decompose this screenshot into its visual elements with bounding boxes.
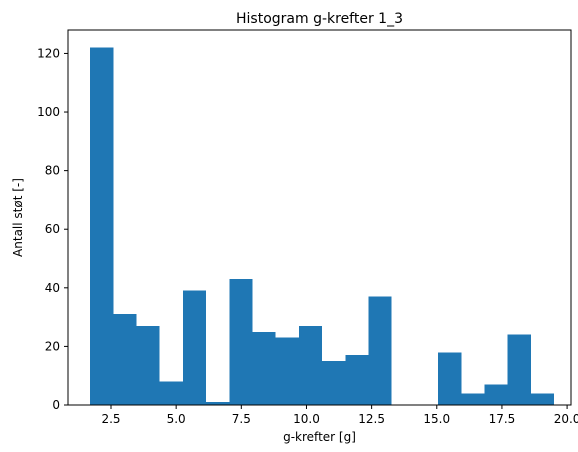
bars-layer xyxy=(90,47,555,405)
x-tick-label-1: 5.0 xyxy=(167,412,186,426)
y-axis-title: Antall støt [-] xyxy=(11,178,25,257)
histogram-bar-6 xyxy=(229,279,253,405)
y-tick-label-4: 80 xyxy=(45,164,60,178)
histogram-bar-18 xyxy=(507,334,531,405)
plot-frame xyxy=(67,29,572,406)
histogram-bar-10 xyxy=(322,361,346,405)
histogram-bar-4 xyxy=(182,290,207,405)
x-tick-label-6: 17.5 xyxy=(489,412,516,426)
x-tick-label-3: 10.0 xyxy=(293,412,320,426)
x-tick-label-4: 12.5 xyxy=(358,412,385,426)
ticks-layer: 2.5 5.0 7.5 10.0 12.5 15.0 17.5 20.0 0 20 40 60 80 10… xyxy=(37,46,578,426)
y-tick-label-1: 20 xyxy=(45,339,60,353)
y-tick-label-2: 40 xyxy=(45,281,60,295)
y-tick-label-3: 60 xyxy=(45,222,60,236)
histogram-bar-1 xyxy=(113,314,137,405)
histogram-bar-16 xyxy=(461,393,485,405)
histogram-bar-19 xyxy=(530,393,555,405)
histogram-bar-11 xyxy=(345,355,369,405)
x-tick-label-2: 7.5 xyxy=(232,412,251,426)
histogram-bar-7 xyxy=(252,331,276,405)
histogram-bar-5 xyxy=(206,402,230,405)
x-tick-label-7: 20.0 xyxy=(554,412,578,426)
histogram-bar-0 xyxy=(90,47,114,405)
y-tick-label-6: 120 xyxy=(37,46,60,60)
histogram-bar-2 xyxy=(136,325,160,405)
histogram-bar-9 xyxy=(298,325,323,405)
histogram-bar-12 xyxy=(368,296,392,405)
chart-title: Histogram g-krefter 1_3 xyxy=(236,11,403,27)
histogram-bar-3 xyxy=(159,381,183,405)
y-tick-label-5: 100 xyxy=(37,105,60,119)
histogram-bar-8 xyxy=(275,337,299,405)
x-tick-label-5: 15.0 xyxy=(423,412,450,426)
histogram-bar-17 xyxy=(484,384,508,405)
y-tick-label-0: 0 xyxy=(52,398,60,412)
x-tick-label-0: 2.5 xyxy=(101,412,120,426)
x-axis-title: g-krefter [g] xyxy=(283,430,356,444)
histogram-bar-15 xyxy=(438,352,462,405)
